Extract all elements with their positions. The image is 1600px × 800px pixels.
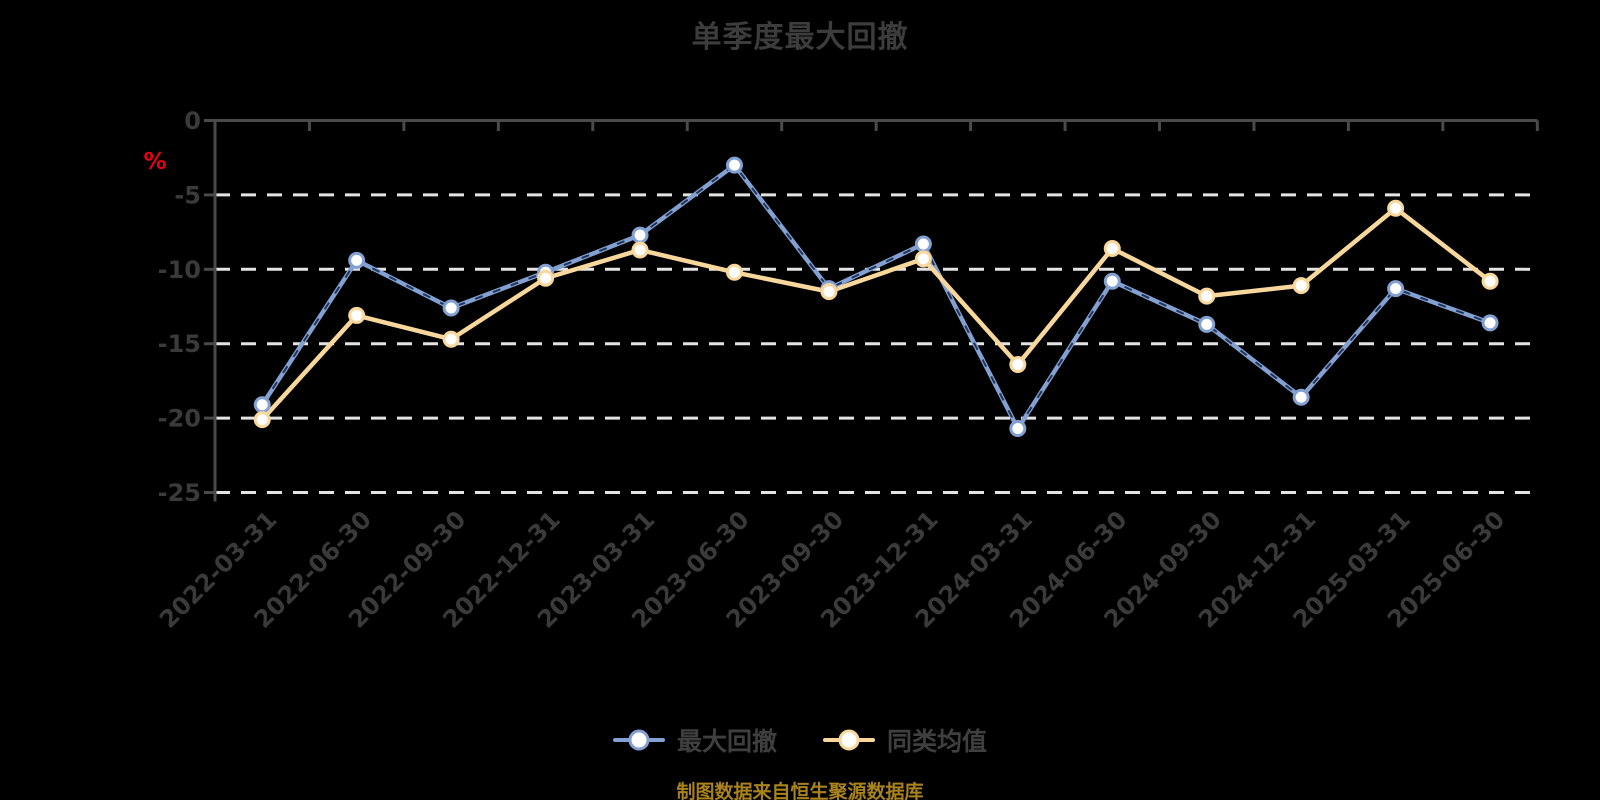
series-markers <box>253 156 1499 438</box>
chart-title: 单季度最大回撤 <box>691 20 909 55</box>
data-point-0-2025-03-31[interactable] <box>1387 280 1405 298</box>
legend-label: 同类均值 <box>887 727 988 756</box>
data-point-1-2025-06-30[interactable] <box>1481 272 1499 290</box>
y-axis-labels: 0 -5 -10 -15 -20 -25 <box>158 107 201 507</box>
chart-legend: 最大回撤 同类均值 <box>0 722 1600 758</box>
data-point-0-2024-09-30[interactable] <box>1198 315 1216 333</box>
data-point-0-2022-09-30[interactable] <box>442 299 460 317</box>
y-axis-label: -25 <box>158 479 201 507</box>
legend-item-1[interactable]: 同类均值 <box>823 722 987 758</box>
data-point-0-2023-06-30[interactable] <box>725 156 743 174</box>
data-point-1-2023-03-31[interactable] <box>631 241 649 259</box>
data-point-1-2023-09-30[interactable] <box>820 283 838 301</box>
data-point-0-2023-03-31[interactable] <box>631 226 649 244</box>
y-axis-label: -10 <box>158 256 201 284</box>
legend-label: 最大回撤 <box>676 727 777 756</box>
data-point-0-2023-12-31[interactable] <box>914 235 932 253</box>
legend-marker-dot <box>838 729 860 751</box>
y-axis-label: 0 <box>184 107 201 135</box>
data-point-1-2024-06-30[interactable] <box>1103 239 1121 257</box>
legend-marker-line <box>823 729 875 751</box>
series-lines <box>259 162 1493 431</box>
series-line-0-dash-accent <box>261 163 1491 431</box>
y-axis-unit-label: % <box>143 149 166 175</box>
source-note: 制图数据来自恒生聚源数据库 <box>676 781 924 800</box>
y-axis-label: -5 <box>174 181 201 209</box>
y-axis-label: -15 <box>158 330 201 358</box>
data-point-1-2025-03-31[interactable] <box>1387 199 1405 217</box>
data-point-0-2024-12-31[interactable] <box>1292 388 1310 406</box>
legend-marker-line <box>612 729 665 751</box>
data-point-0-2022-06-30[interactable] <box>348 251 366 269</box>
series-line-1 <box>259 206 1493 422</box>
x-ticks <box>213 120 1539 131</box>
data-point-1-2024-09-30[interactable] <box>1198 287 1216 305</box>
series-line-0 <box>259 162 1493 431</box>
data-point-0-2024-06-30[interactable] <box>1103 272 1121 290</box>
y-ticks <box>204 119 215 494</box>
data-point-1-2022-09-30[interactable] <box>442 330 460 348</box>
legend-item-0[interactable]: 最大回撤 <box>612 722 777 758</box>
legend-marker-dot <box>628 729 650 751</box>
data-point-1-2022-12-31[interactable] <box>537 269 555 287</box>
data-point-1-2024-12-31[interactable] <box>1292 277 1310 295</box>
axes <box>213 119 1538 502</box>
data-point-1-2024-03-31[interactable] <box>1009 356 1027 374</box>
data-point-0-2022-03-31[interactable] <box>253 396 271 414</box>
data-point-1-2023-12-31[interactable] <box>914 250 932 268</box>
data-point-0-2024-03-31[interactable] <box>1009 420 1027 438</box>
x-axis-labels: 2022-03-312022-06-302022-09-302022-12-31… <box>154 505 1510 633</box>
data-point-1-2023-06-30[interactable] <box>725 263 743 281</box>
data-point-1-2022-06-30[interactable] <box>348 306 366 324</box>
y-axis-label: -20 <box>158 405 201 433</box>
data-point-1-2022-03-31[interactable] <box>253 411 271 429</box>
gridlines <box>215 193 1538 494</box>
data-point-0-2025-06-30[interactable] <box>1481 314 1499 332</box>
